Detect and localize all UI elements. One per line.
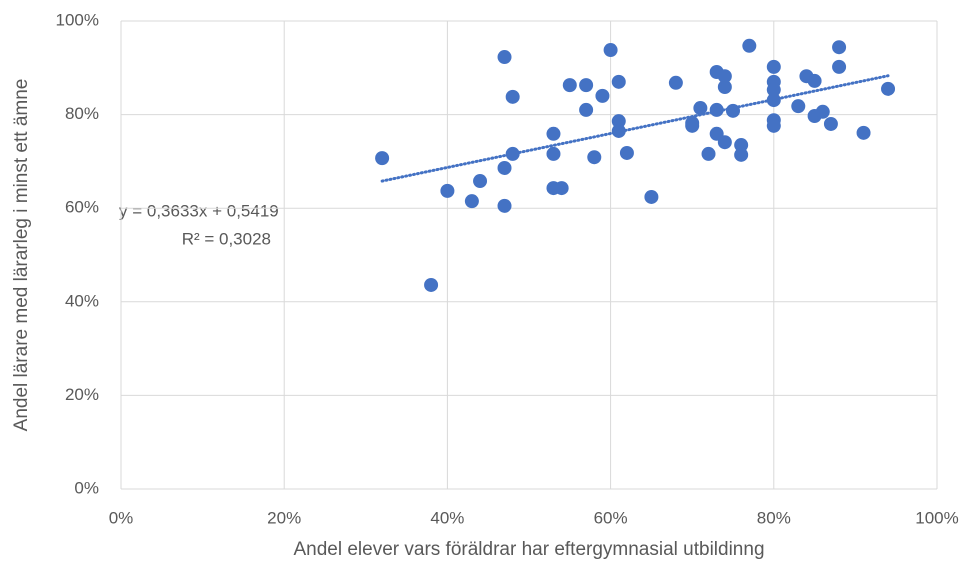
y-tick-label: 60%	[65, 198, 99, 217]
point	[579, 78, 594, 93]
point	[693, 101, 708, 116]
point	[546, 146, 561, 161]
point	[734, 147, 749, 162]
point	[766, 59, 781, 74]
point	[440, 183, 455, 198]
point	[644, 189, 659, 204]
x-axis-title: Andel elever vars föräldrar har eftergym…	[293, 539, 764, 560]
point	[717, 69, 732, 84]
point	[766, 82, 781, 97]
y-tick-label: 100%	[56, 10, 99, 29]
y-axis-title: Andel lärare med lärarleg i minst ett äm…	[11, 79, 32, 432]
point	[668, 75, 683, 90]
point	[856, 125, 871, 140]
point	[685, 118, 700, 133]
point	[709, 102, 724, 117]
point	[619, 145, 634, 160]
point	[473, 174, 488, 189]
point	[497, 160, 512, 175]
point	[815, 104, 830, 119]
point	[807, 73, 822, 88]
point	[832, 40, 847, 55]
point	[595, 88, 610, 103]
point	[611, 74, 626, 89]
point	[611, 114, 626, 129]
point	[497, 50, 512, 65]
point	[424, 277, 439, 292]
y-tick-label: 0%	[74, 478, 99, 497]
point	[717, 135, 732, 150]
y-tick-label: 20%	[65, 385, 99, 404]
point	[562, 78, 577, 93]
point	[881, 81, 896, 96]
x-tick-label: 60%	[594, 508, 628, 527]
point	[791, 99, 806, 114]
point	[554, 181, 569, 196]
point	[766, 118, 781, 133]
point	[579, 102, 594, 117]
point	[832, 59, 847, 74]
x-tick-label: 20%	[267, 508, 301, 527]
point	[497, 198, 512, 213]
point	[375, 151, 390, 166]
x-tick-label: 100%	[915, 508, 958, 527]
point	[587, 150, 602, 165]
x-tick-label: 40%	[430, 508, 464, 527]
point	[734, 138, 749, 153]
point	[717, 79, 732, 94]
y-tick-label: 40%	[65, 291, 99, 310]
x-tick-label: 80%	[757, 508, 791, 527]
x-tick-label: 0%	[109, 508, 134, 527]
point	[823, 116, 838, 131]
y-tick-label: 80%	[65, 104, 99, 123]
trendline-r2: R² = 0,3028	[182, 229, 271, 248]
point	[546, 126, 561, 141]
point	[701, 146, 716, 161]
point	[464, 194, 479, 209]
point	[505, 89, 520, 104]
trendline	[380, 74, 890, 183]
point	[603, 43, 618, 58]
point	[742, 38, 757, 53]
trendline-equation: y = 0,3633x + 0,5419	[119, 201, 279, 220]
